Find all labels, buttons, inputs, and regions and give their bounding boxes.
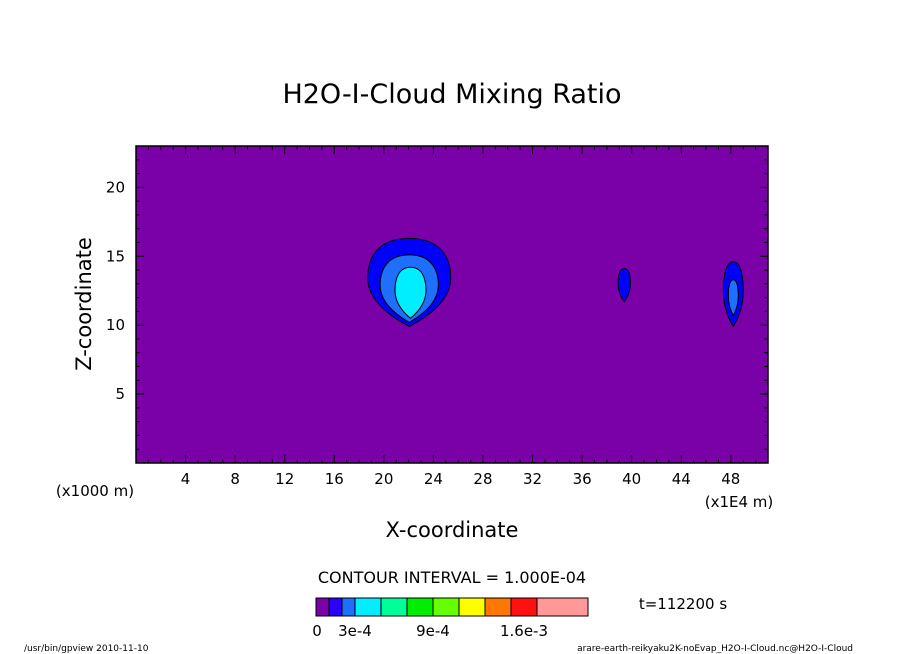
y-axis-label: Z-coordinate bbox=[72, 237, 96, 371]
x-tick-label: 24 bbox=[424, 470, 443, 488]
colorbar-swatch bbox=[510, 597, 538, 617]
colorbar-swatch bbox=[536, 597, 589, 617]
y-tick-label: 20 bbox=[106, 178, 125, 196]
x-tick-label: 44 bbox=[672, 470, 691, 488]
contour-region-f2-l2 bbox=[727, 279, 739, 317]
colorbar-swatch bbox=[341, 597, 356, 617]
y-tick-label: 10 bbox=[106, 316, 125, 334]
colorbar-tick-label: 1.6e-3 bbox=[500, 622, 548, 640]
x-axis-ticks: 4 8 12 16 20 24 28 32 36 40 44 48 bbox=[147, 146, 757, 488]
time-label: t=112200 s bbox=[639, 595, 727, 613]
y-tick-label: 15 bbox=[106, 247, 125, 265]
x-tick-label: 20 bbox=[374, 470, 393, 488]
x-tick-label: 12 bbox=[275, 470, 294, 488]
x-tick-label: 8 bbox=[230, 470, 240, 488]
footer-right: arare-earth-reikyaku2K-noEvap_H2O-I-Clou… bbox=[577, 644, 853, 654]
plot-background bbox=[136, 146, 768, 463]
colorbar-swatch bbox=[458, 597, 486, 617]
colorbar-swatch bbox=[380, 597, 408, 617]
x-tick-label: 28 bbox=[473, 470, 492, 488]
contour-region-f0-l3 bbox=[394, 266, 427, 319]
x-tick-label: 48 bbox=[721, 470, 740, 488]
contour-interval-label: CONTOUR INTERVAL = 1.000E-04 bbox=[318, 568, 586, 587]
y-tick-label: 5 bbox=[115, 385, 125, 403]
colorbar-swatch bbox=[432, 597, 460, 617]
plot-frame bbox=[135, 145, 769, 464]
y-axis-ticks: 5 10 15 20 bbox=[106, 159, 768, 450]
chart-title: H2O-I-Cloud Mixing Ratio bbox=[282, 79, 621, 110]
x-axis-label: X-coordinate bbox=[386, 518, 519, 542]
x-unit-note: (x1E4 m) bbox=[705, 493, 774, 511]
colorbar-swatch bbox=[354, 597, 382, 617]
colorbar-tick-label: 9e-4 bbox=[416, 622, 450, 640]
x-tick-label: 36 bbox=[573, 470, 592, 488]
x-tick-label: 32 bbox=[523, 470, 542, 488]
colorbar-swatch bbox=[328, 597, 343, 617]
colorbar: 0 3e-4 9e-4 1.6e-3 bbox=[312, 597, 589, 640]
contour-region-f1-l1 bbox=[617, 268, 631, 303]
x-tick-label: 4 bbox=[181, 470, 191, 488]
colorbar-swatch bbox=[315, 597, 330, 617]
colorbar-swatch bbox=[406, 597, 434, 617]
footer-left: /usr/bin/gpview 2010-11-10 bbox=[24, 644, 149, 654]
colorbar-swatch bbox=[484, 597, 512, 617]
contour-layer bbox=[367, 237, 744, 328]
colorbar-tick-label: 3e-4 bbox=[338, 622, 372, 640]
colorbar-tick-label: 0 bbox=[312, 622, 322, 640]
x-tick-label: 40 bbox=[622, 470, 641, 488]
y-unit-note: (x1000 m) bbox=[56, 482, 134, 500]
x-tick-label: 16 bbox=[325, 470, 344, 488]
